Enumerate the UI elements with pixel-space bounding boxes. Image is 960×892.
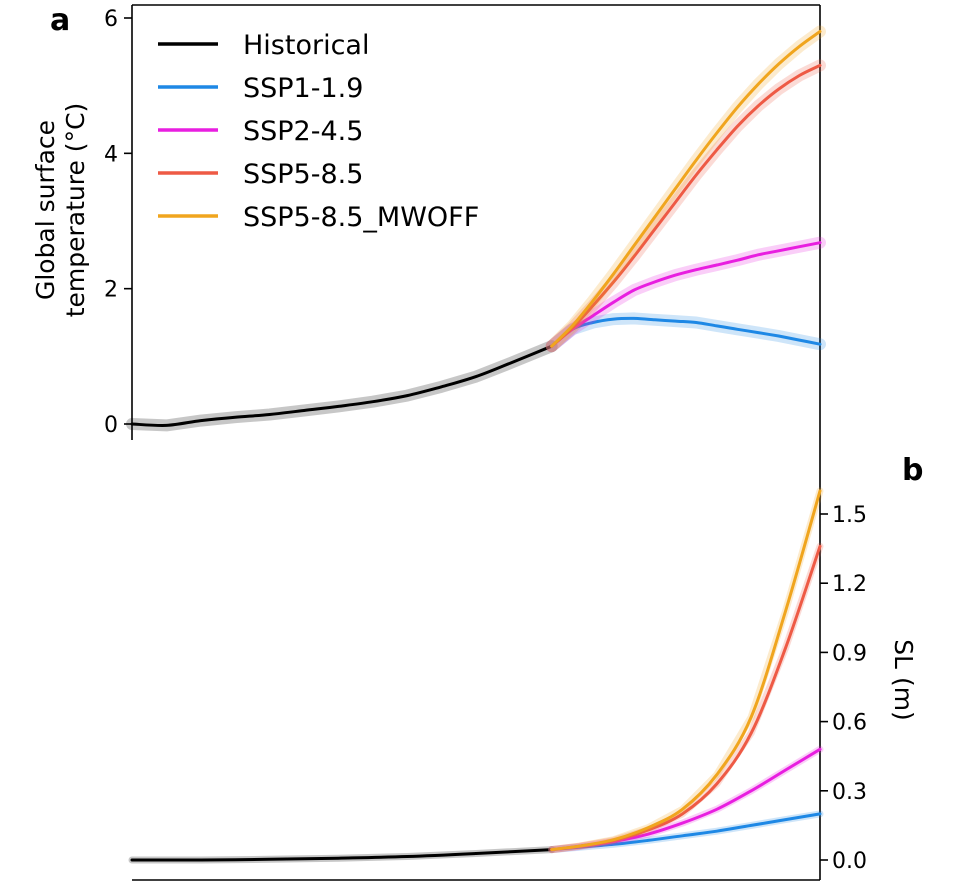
panel-a-ylabel-line2-text: temperature — [61, 160, 90, 317]
ytick-label: 0.6 — [832, 711, 867, 736]
ytick-label: 4 — [104, 142, 118, 167]
ytick-label: 0.0 — [832, 849, 867, 874]
ytick-label: 0.3 — [832, 780, 867, 805]
series-line-historical — [130, 848, 554, 862]
legend-label: SSP2-4.5 — [243, 116, 363, 147]
panel-a-ylabel-line1: Global surface — [31, 120, 60, 300]
panel-b-letter: b — [902, 453, 923, 488]
ytick-label: 6 — [104, 7, 118, 32]
panel-b-ylabel-name: SL — [889, 639, 918, 669]
panel-b-series — [128, 487, 824, 864]
panel-b-ylabel-unit: (m) — [889, 677, 918, 721]
ytick-label: 1.5 — [832, 503, 867, 528]
ytick-label: 0 — [104, 413, 118, 438]
panel-a-letter: a — [50, 3, 70, 38]
ytick-label: 2 — [104, 278, 118, 303]
ytick-label: 0.9 — [832, 641, 867, 666]
legend: Historical SSP1-1.9 SSP2-4.5 SSP5-8.5 SSP5-8… — [158, 30, 479, 233]
panel-a-ylabel-unit: (°C) — [61, 103, 90, 152]
series-line-ssp5-8-5-mwoff — [550, 30, 822, 348]
legend-label: SSP1-1.9 — [243, 73, 363, 104]
ytick-label: 1.2 — [832, 572, 867, 597]
series-band — [126, 340, 558, 432]
series-line-ssp1-1-9 — [550, 316, 822, 348]
series-line-ssp5-8-5-mwoff — [550, 489, 822, 852]
legend-label: Historical — [243, 30, 369, 61]
legend-label: SSP5-8.5_MWOFF — [243, 202, 479, 233]
series-line-ssp5-8-5 — [550, 63, 822, 348]
panel-b-ylabel: SL (m) — [889, 639, 918, 721]
panel-b-ticks: 0.0 0.3 0.6 0.9 1.2 1.5 — [820, 503, 867, 874]
panel-a-ticks: 0 2 4 6 — [104, 7, 132, 438]
panel-a-ylabel-line2: temperature (°C) — [61, 103, 90, 318]
panel-a-series — [126, 25, 826, 432]
panel-b-ylabel-text: SL (m) — [889, 639, 918, 721]
series-line-historical — [130, 344, 554, 427]
legend-label: SSP5-8.5 — [243, 159, 363, 190]
series-line-ssp2-4-5 — [550, 241, 822, 348]
panel-a-ylabel: Global surface temperature (°C) — [31, 103, 90, 318]
